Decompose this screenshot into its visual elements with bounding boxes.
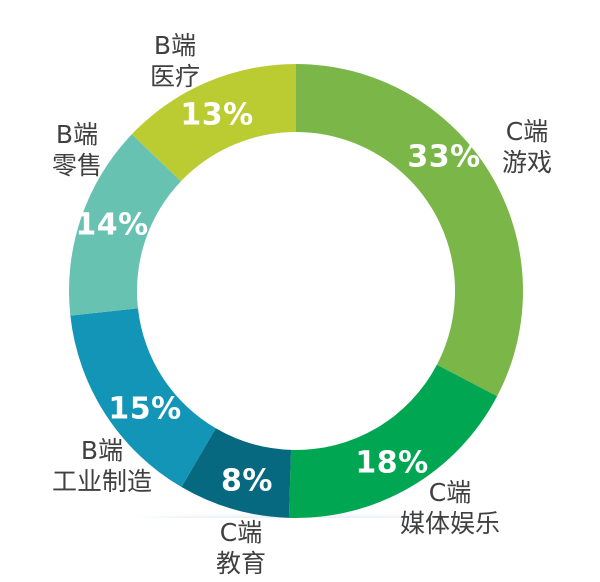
category-label-line: C端 (505, 117, 549, 146)
donut-ring (69, 64, 523, 518)
donut-segment-5 (131, 64, 296, 182)
category-label-line: B端 (80, 436, 124, 465)
value-label-b-industry: 15% (108, 391, 182, 427)
donut-segment-0 (296, 64, 523, 397)
value-label-c-gaming: 33% (407, 139, 481, 175)
category-label-c-education: C端 教育 (216, 517, 266, 579)
donut-segment-1 (288, 364, 498, 518)
category-label-line: 教育 (215, 549, 267, 578)
category-label-line: 医疗 (149, 62, 201, 91)
category-label-b-medical: B端 医疗 (150, 30, 200, 92)
donut-segment-4 (69, 134, 181, 316)
value-label-c-media: 18% (355, 445, 429, 481)
category-label-line: 零售 (51, 151, 103, 180)
value-label-b-medical: 13% (180, 97, 254, 133)
category-label-b-industry: B端 工业制造 (52, 435, 152, 497)
category-label-line: C端 (428, 478, 472, 507)
category-label-line: C端 (219, 518, 263, 547)
category-label-line: B端 (153, 31, 197, 60)
category-label-line: 媒体娱乐 (399, 509, 501, 538)
category-label-line: 游戏 (501, 148, 553, 177)
category-label-c-media: C端 媒体娱乐 (400, 477, 500, 539)
category-label-line: 工业制造 (51, 467, 153, 496)
value-label-b-retail: 14% (75, 207, 149, 243)
donut-segment-3 (70, 308, 216, 487)
category-label-c-gaming: C端 游戏 (502, 116, 552, 178)
category-label-line: B端 (55, 120, 99, 149)
donut-segment-2 (181, 428, 292, 518)
value-label-c-education: 8% (221, 463, 273, 499)
category-label-b-retail: B端 零售 (52, 119, 102, 181)
